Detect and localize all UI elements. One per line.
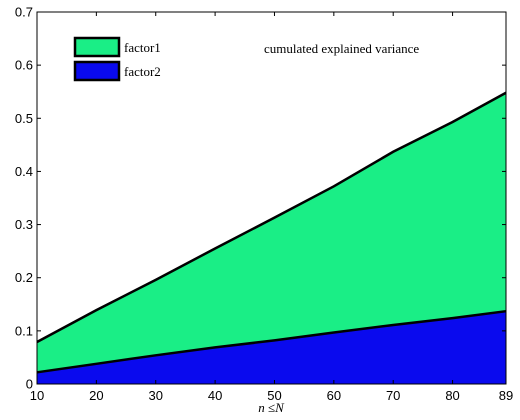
y-tick-label: 0.7 bbox=[15, 5, 33, 20]
x-tick-label: 10 bbox=[30, 388, 44, 403]
plot-frame bbox=[36, 11, 507, 385]
x-tick-label: 30 bbox=[148, 388, 162, 403]
x-tick-label: 80 bbox=[445, 388, 459, 403]
y-tick-label: 0.5 bbox=[15, 111, 33, 126]
x-tick-label: 20 bbox=[89, 388, 103, 403]
legend-swatch-factor1 bbox=[73, 36, 121, 58]
y-tick-label: 0.4 bbox=[15, 164, 33, 179]
x-tick-label: 60 bbox=[327, 388, 341, 403]
x-tick-label: 89 bbox=[499, 388, 513, 403]
legend: factor1 factor2 bbox=[73, 36, 161, 82]
y-tick-label: 0.1 bbox=[15, 323, 33, 338]
y-tick-label: 0.3 bbox=[15, 217, 33, 232]
x-axis-label: n ≤N bbox=[258, 400, 285, 415]
chart-annotation: cumulated explained variance bbox=[264, 41, 419, 56]
legend-label-factor2: factor2 bbox=[124, 64, 161, 79]
x-tick-label: 40 bbox=[208, 388, 222, 403]
legend-label-factor1: factor1 bbox=[124, 40, 161, 55]
y-tick-label: 0 bbox=[26, 377, 33, 392]
area-factor2 bbox=[37, 311, 506, 384]
x-tick-label: 70 bbox=[386, 388, 400, 403]
area-factor1 bbox=[37, 92, 506, 384]
y-tick-label: 0.6 bbox=[15, 58, 33, 73]
series-line-factor2 bbox=[36, 309, 507, 374]
legend-swatch-factor2 bbox=[73, 60, 121, 82]
y-tick-label: 0.2 bbox=[15, 270, 33, 285]
x-tick-label: 50 bbox=[267, 388, 281, 403]
series-line-factor1 bbox=[36, 91, 507, 344]
